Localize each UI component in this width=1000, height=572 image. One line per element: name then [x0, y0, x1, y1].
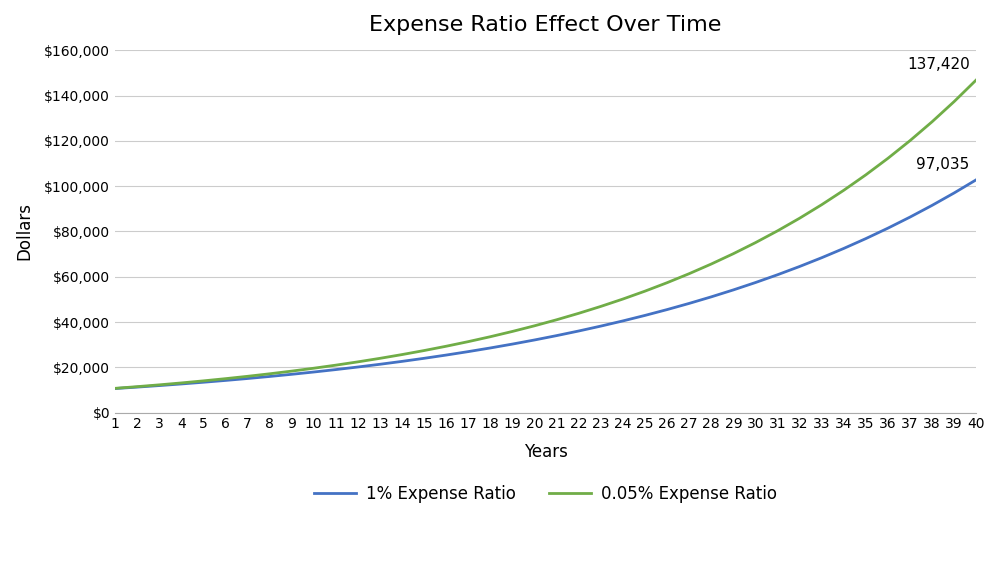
- 1% Expense Ratio: [330, 366, 342, 373]
- 1% Expense Ratio: [396, 358, 408, 365]
- 0.05% Expense Ratio: [794, 215, 806, 222]
- 0.05% Expense Ratio: [573, 310, 585, 317]
- 0.05% Expense Ratio: [926, 118, 938, 125]
- 0.05% Expense Ratio: [308, 365, 320, 372]
- 0.05% Expense Ratio: [396, 351, 408, 358]
- 1% Expense Ratio: [661, 306, 673, 313]
- 0.05% Expense Ratio: [506, 328, 518, 335]
- 1% Expense Ratio: [771, 271, 783, 278]
- 1% Expense Ratio: [374, 361, 386, 368]
- 1% Expense Ratio: [109, 385, 121, 392]
- Legend: 1% Expense Ratio, 0.05% Expense Ratio: 1% Expense Ratio, 0.05% Expense Ratio: [308, 479, 784, 510]
- 1% Expense Ratio: [727, 287, 739, 293]
- 0.05% Expense Ratio: [418, 347, 430, 354]
- 0.05% Expense Ratio: [617, 296, 629, 303]
- 1% Expense Ratio: [241, 375, 253, 382]
- 0.05% Expense Ratio: [551, 316, 563, 323]
- 0.05% Expense Ratio: [904, 137, 916, 144]
- 1% Expense Ratio: [573, 328, 585, 335]
- 1% Expense Ratio: [926, 202, 938, 209]
- Title: Expense Ratio Effect Over Time: Expense Ratio Effect Over Time: [369, 15, 722, 35]
- 1% Expense Ratio: [948, 189, 960, 196]
- 1% Expense Ratio: [860, 235, 872, 242]
- 0.05% Expense Ratio: [771, 228, 783, 235]
- 0.05% Expense Ratio: [661, 279, 673, 286]
- 0.05% Expense Ratio: [197, 378, 209, 384]
- 0.05% Expense Ratio: [241, 373, 253, 380]
- 1% Expense Ratio: [904, 214, 916, 221]
- 1% Expense Ratio: [551, 332, 563, 339]
- 0.05% Expense Ratio: [109, 385, 121, 392]
- 1% Expense Ratio: [308, 368, 320, 375]
- 1% Expense Ratio: [838, 245, 850, 252]
- 0.05% Expense Ratio: [816, 201, 828, 208]
- 1% Expense Ratio: [197, 379, 209, 386]
- 1% Expense Ratio: [639, 312, 651, 319]
- 0.05% Expense Ratio: [948, 98, 960, 105]
- Text: 97,035: 97,035: [916, 157, 970, 172]
- 0.05% Expense Ratio: [440, 343, 452, 349]
- 1% Expense Ratio: [286, 371, 298, 378]
- 0.05% Expense Ratio: [838, 187, 850, 194]
- 0.05% Expense Ratio: [330, 362, 342, 368]
- 1% Expense Ratio: [131, 384, 143, 391]
- 1% Expense Ratio: [506, 341, 518, 348]
- 1% Expense Ratio: [462, 348, 474, 355]
- 1% Expense Ratio: [794, 263, 806, 270]
- 0.05% Expense Ratio: [529, 323, 541, 329]
- Line: 1% Expense Ratio: 1% Expense Ratio: [115, 180, 976, 388]
- 0.05% Expense Ratio: [352, 359, 364, 366]
- 0.05% Expense Ratio: [153, 382, 165, 388]
- 1% Expense Ratio: [440, 352, 452, 359]
- 1% Expense Ratio: [749, 279, 761, 286]
- 0.05% Expense Ratio: [749, 239, 761, 246]
- 1% Expense Ratio: [617, 317, 629, 324]
- 1% Expense Ratio: [970, 176, 982, 183]
- 1% Expense Ratio: [705, 293, 717, 300]
- 0.05% Expense Ratio: [727, 251, 739, 257]
- Line: 0.05% Expense Ratio: 0.05% Expense Ratio: [115, 80, 976, 388]
- 1% Expense Ratio: [153, 382, 165, 389]
- 0.05% Expense Ratio: [639, 288, 651, 295]
- 0.05% Expense Ratio: [882, 155, 894, 162]
- 1% Expense Ratio: [219, 377, 231, 384]
- Text: 137,420: 137,420: [907, 57, 970, 72]
- Y-axis label: Dollars: Dollars: [15, 202, 33, 260]
- 1% Expense Ratio: [882, 225, 894, 232]
- 0.05% Expense Ratio: [286, 368, 298, 375]
- 0.05% Expense Ratio: [705, 261, 717, 268]
- 1% Expense Ratio: [264, 373, 276, 380]
- 1% Expense Ratio: [595, 323, 607, 329]
- 1% Expense Ratio: [484, 344, 496, 351]
- 1% Expense Ratio: [175, 380, 187, 387]
- 1% Expense Ratio: [352, 364, 364, 371]
- 0.05% Expense Ratio: [264, 371, 276, 378]
- 0.05% Expense Ratio: [374, 355, 386, 362]
- 0.05% Expense Ratio: [219, 375, 231, 382]
- 1% Expense Ratio: [816, 255, 828, 261]
- 0.05% Expense Ratio: [595, 303, 607, 310]
- 0.05% Expense Ratio: [970, 77, 982, 84]
- 0.05% Expense Ratio: [860, 172, 872, 178]
- X-axis label: Years: Years: [524, 443, 568, 460]
- 0.05% Expense Ratio: [484, 333, 496, 340]
- 0.05% Expense Ratio: [683, 270, 695, 277]
- 0.05% Expense Ratio: [175, 379, 187, 386]
- 0.05% Expense Ratio: [462, 338, 474, 345]
- 1% Expense Ratio: [529, 336, 541, 343]
- 1% Expense Ratio: [418, 355, 430, 362]
- 0.05% Expense Ratio: [131, 383, 143, 390]
- 1% Expense Ratio: [683, 300, 695, 307]
